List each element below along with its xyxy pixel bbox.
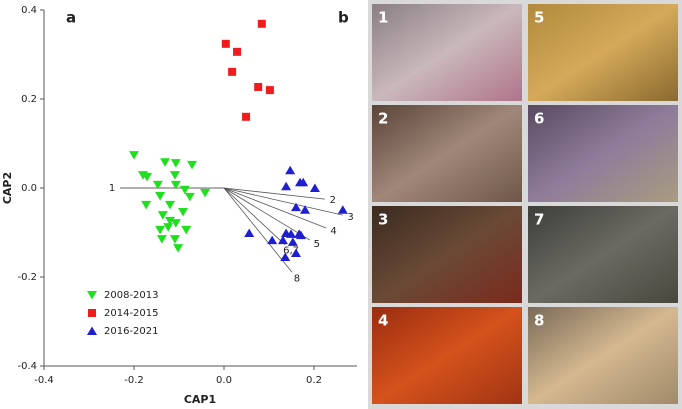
- point: [286, 229, 297, 238]
- photo: [528, 105, 678, 202]
- point: [309, 183, 320, 192]
- point: [155, 225, 166, 235]
- y-tick-label: 0.0: [21, 183, 37, 194]
- point: [141, 200, 152, 210]
- point: [170, 159, 181, 168]
- photo-number: 3: [378, 211, 388, 229]
- point: [156, 235, 167, 244]
- point: [300, 205, 310, 214]
- vector: [223, 187, 327, 229]
- point: [267, 235, 278, 245]
- legend-label: 2008-2013: [104, 290, 159, 301]
- point: [221, 39, 230, 48]
- point: [244, 228, 255, 237]
- point: [291, 202, 301, 212]
- legend-label: 2014-2015: [104, 308, 159, 319]
- point: [178, 208, 189, 217]
- y-tick-label: -0.4: [17, 361, 37, 372]
- photo: [372, 105, 522, 202]
- point: [187, 160, 198, 170]
- point: [179, 185, 190, 195]
- point: [294, 229, 305, 238]
- point: [291, 248, 301, 257]
- photo: [372, 4, 522, 101]
- photo: [528, 307, 678, 404]
- point: [337, 205, 348, 214]
- point: [129, 151, 139, 160]
- panel-letter: a: [66, 9, 76, 27]
- legend-marker: [88, 309, 96, 317]
- y-tick-label: 0.2: [21, 94, 37, 105]
- vector: [223, 187, 293, 273]
- point: [254, 82, 263, 91]
- vector-label: 8: [294, 273, 300, 284]
- photo-number: 1: [378, 9, 388, 27]
- point: [233, 47, 242, 56]
- photo-number: 2: [378, 110, 388, 128]
- point: [157, 211, 168, 220]
- photo: [528, 206, 678, 303]
- point: [184, 192, 195, 202]
- point: [160, 158, 171, 167]
- point: [170, 219, 181, 228]
- point: [170, 180, 181, 190]
- photo-number: 5: [534, 9, 544, 27]
- legend-label: 2016-2021: [104, 326, 159, 337]
- point: [265, 86, 274, 95]
- vector: [223, 187, 286, 246]
- point: [298, 177, 309, 187]
- point: [169, 235, 180, 244]
- legend-marker: [87, 326, 97, 335]
- panel-letter: b: [338, 9, 349, 27]
- photo-number: 8: [534, 312, 544, 330]
- photo-grid: 1 2 3 4 5 6 7 8: [372, 4, 678, 404]
- vector: [223, 187, 311, 241]
- vector-label: 1: [109, 183, 115, 194]
- photo-number: 4: [378, 312, 388, 330]
- photo: [528, 4, 678, 101]
- x-tick-label: 0.0: [216, 375, 232, 386]
- x-tick-label: -0.2: [124, 375, 144, 386]
- point: [285, 165, 296, 175]
- point: [277, 235, 288, 245]
- point: [242, 112, 251, 121]
- point: [287, 237, 298, 246]
- point: [173, 244, 184, 253]
- vector: [223, 187, 325, 200]
- y-axis-title: CAP2: [1, 172, 14, 204]
- y-tick-label: -0.2: [17, 272, 37, 283]
- point: [257, 19, 266, 28]
- point: [181, 225, 192, 235]
- photo: [372, 206, 522, 303]
- point: [280, 252, 291, 261]
- photo-number: 6: [534, 110, 544, 128]
- point: [142, 172, 153, 182]
- vector-label: 6,7: [283, 245, 299, 256]
- vector: [223, 187, 343, 216]
- point: [281, 181, 292, 191]
- x-tick-label: -0.4: [34, 375, 54, 386]
- point: [228, 67, 237, 76]
- photo: [372, 307, 522, 404]
- x-tick-label: 0.2: [306, 375, 322, 386]
- point: [165, 216, 175, 226]
- vector-label: 3: [347, 212, 353, 223]
- y-tick-label: 0.4: [21, 5, 37, 16]
- vector-label: 5: [314, 239, 320, 250]
- legend-marker: [87, 291, 97, 300]
- vector-label: 2: [330, 195, 336, 206]
- photo-number: 7: [534, 211, 544, 229]
- x-axis-title: CAP1: [184, 393, 216, 406]
- vector-label: 4: [330, 226, 336, 237]
- point: [169, 171, 180, 180]
- point: [155, 192, 166, 201]
- point: [200, 188, 211, 198]
- point: [165, 200, 175, 210]
- point: [152, 180, 163, 190]
- point: [163, 223, 174, 232]
